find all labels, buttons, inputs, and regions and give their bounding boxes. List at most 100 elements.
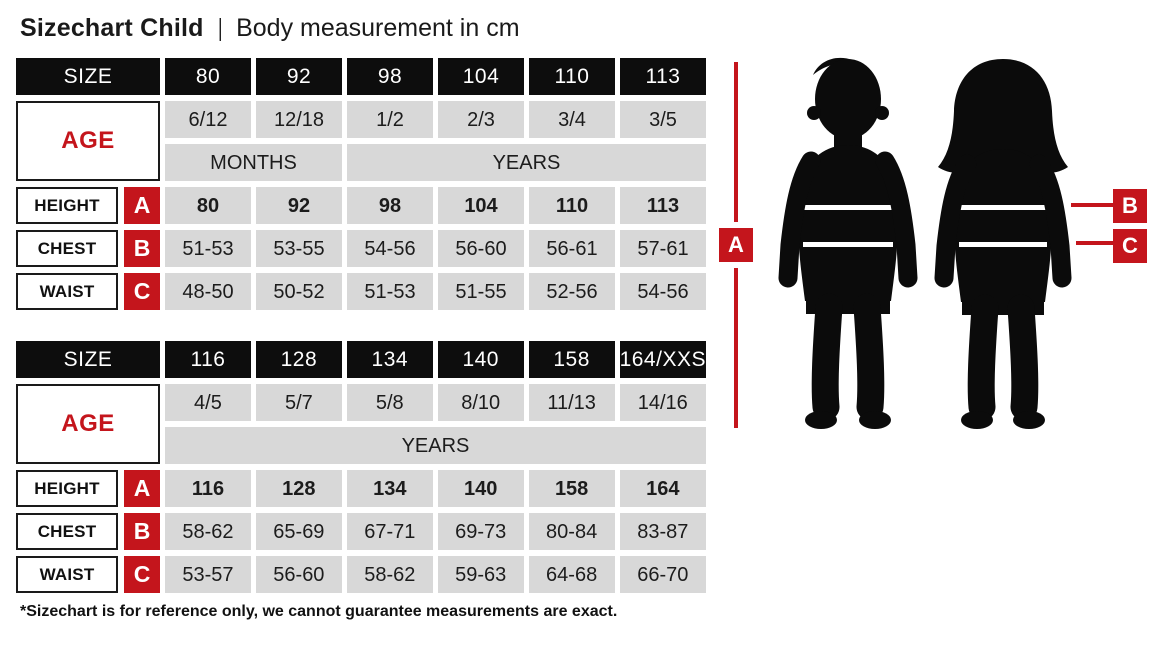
row-marker-b: B [124, 513, 160, 550]
row-marker-b: B [124, 230, 160, 267]
chest-value-cell: 67-71 [346, 513, 433, 550]
size-table-small: SIZE 80 92 98 104 110 113 AGE 6/12 12/18… [16, 58, 706, 310]
age-unit-years: YEARS [165, 427, 706, 464]
row-marker-c: C [124, 273, 160, 310]
size-col-header: 80 [165, 58, 251, 95]
height-measure-line-bottom [734, 268, 738, 428]
row-label-waist: WAIST C [16, 556, 160, 593]
height-value-cell: 80 [165, 187, 251, 224]
size-table-large: SIZE 116 128 134 140 158 164/XXS AGE 4/5… [16, 341, 706, 593]
title-separator: | [217, 14, 223, 42]
row-label-text: WAIST [16, 556, 118, 593]
age-value-cell: 4/5 [165, 384, 251, 421]
size-col-header: 113 [620, 58, 706, 95]
row-label-height: HEIGHT A [16, 187, 160, 224]
chest-value-cell: 58-62 [165, 513, 251, 550]
age-unit-years: YEARS [347, 144, 706, 181]
height-value-cell: 92 [256, 187, 342, 224]
age-value-cell: 11/13 [528, 384, 615, 421]
boy-silhouette-icon [778, 57, 918, 429]
height-measure-line-top [734, 62, 738, 222]
row-marker-c: C [124, 556, 160, 593]
row-label-waist: WAIST C [16, 273, 160, 310]
waist-value-cell: 54-56 [620, 273, 706, 310]
waist-value-cell: 48-50 [165, 273, 251, 310]
age-value-cell: 6/12 [165, 101, 251, 138]
chest-measure-line [1071, 203, 1113, 207]
row-label-text: CHEST [16, 230, 118, 267]
age-value-cell: 3/5 [620, 101, 706, 138]
waist-value-cell: 64-68 [528, 556, 615, 593]
size-col-header: 140 [437, 341, 524, 378]
height-value-cell: 128 [255, 470, 342, 507]
height-value-cell: 113 [620, 187, 706, 224]
waist-value-cell: 53-57 [165, 556, 251, 593]
age-header-label: AGE [16, 101, 160, 181]
row-label-text: WAIST [16, 273, 118, 310]
chest-value-cell: 65-69 [255, 513, 342, 550]
row-marker-a: A [124, 470, 160, 507]
row-marker-a: A [124, 187, 160, 224]
chest-value-cell: 53-55 [256, 230, 342, 267]
size-col-header: 98 [347, 58, 433, 95]
waist-value-cell: 52-56 [529, 273, 615, 310]
row-label-text: CHEST [16, 513, 118, 550]
height-value-cell: 158 [528, 470, 615, 507]
title-subtitle: Body measurement in cm [236, 14, 520, 42]
row-label-text: HEIGHT [16, 187, 118, 224]
chest-value-cell: 83-87 [619, 513, 706, 550]
height-value-cell: 110 [529, 187, 615, 224]
row-label-height: HEIGHT A [16, 470, 160, 507]
row-label-chest: CHEST B [16, 230, 160, 267]
waist-value-cell: 58-62 [346, 556, 433, 593]
row-label-chest: CHEST B [16, 513, 160, 550]
age-value-cell: 3/4 [529, 101, 615, 138]
waist-value-cell: 51-53 [347, 273, 433, 310]
age-value-cell: 8/10 [437, 384, 524, 421]
age-value-cell: 5/7 [255, 384, 342, 421]
age-header-label: AGE [16, 384, 160, 464]
waist-measure-line [1076, 241, 1113, 245]
title-main: Sizechart Child [20, 14, 204, 42]
size-col-header: 116 [165, 341, 251, 378]
size-col-header: 92 [256, 58, 342, 95]
age-value-cell: 14/16 [619, 384, 706, 421]
figure-marker-a: A [719, 228, 753, 262]
size-col-header: 164/XXS [619, 341, 706, 378]
waist-value-cell: 59-63 [437, 556, 524, 593]
size-col-header: 128 [255, 341, 342, 378]
size-header-label: SIZE [16, 58, 160, 95]
size-col-header: 158 [528, 341, 615, 378]
chest-value-cell: 80-84 [528, 513, 615, 550]
size-col-header: 134 [346, 341, 433, 378]
waist-value-cell: 51-55 [438, 273, 524, 310]
girl-silhouette-icon [934, 59, 1072, 429]
footnote: *Sizechart is for reference only, we can… [20, 603, 618, 620]
height-value-cell: 134 [346, 470, 433, 507]
age-value-cell: 2/3 [438, 101, 524, 138]
chest-value-cell: 56-61 [529, 230, 615, 267]
figure-marker-b: B [1113, 189, 1147, 223]
chest-value-cell: 57-61 [620, 230, 706, 267]
height-value-cell: 164 [619, 470, 706, 507]
row-label-text: HEIGHT [16, 470, 118, 507]
age-value-cell: 5/8 [346, 384, 433, 421]
height-value-cell: 104 [438, 187, 524, 224]
chest-value-cell: 51-53 [165, 230, 251, 267]
height-value-cell: 98 [347, 187, 433, 224]
figure-marker-c: C [1113, 229, 1147, 263]
page-title: Sizechart Child | Body measurement in cm [20, 14, 520, 43]
age-value-cell: 12/18 [256, 101, 342, 138]
height-value-cell: 116 [165, 470, 251, 507]
age-unit-months: MONTHS [165, 144, 342, 181]
waist-value-cell: 66-70 [619, 556, 706, 593]
waist-value-cell: 50-52 [256, 273, 342, 310]
waist-value-cell: 56-60 [255, 556, 342, 593]
size-header-label: SIZE [16, 341, 160, 378]
chest-value-cell: 69-73 [437, 513, 524, 550]
age-value-cell: 1/2 [347, 101, 433, 138]
chest-value-cell: 54-56 [347, 230, 433, 267]
size-col-header: 104 [438, 58, 524, 95]
size-col-header: 110 [529, 58, 615, 95]
